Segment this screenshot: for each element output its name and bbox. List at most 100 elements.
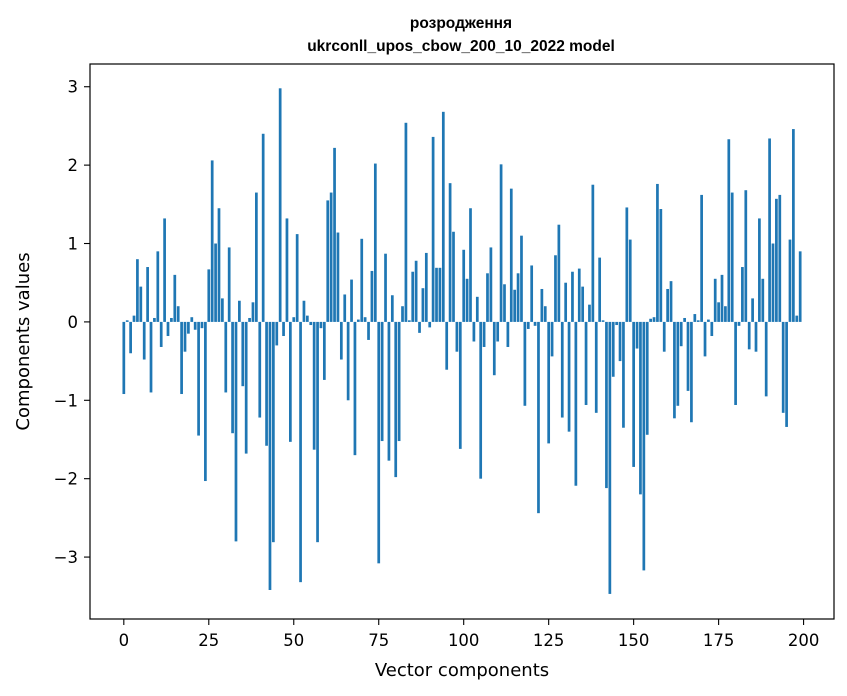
bar-65 <box>343 294 347 322</box>
bar-130 <box>564 282 568 322</box>
bar-52 <box>299 321 302 583</box>
y-axis-ticks: −3 −2 −1 0 1 2 3 <box>54 78 90 567</box>
bar-100 <box>462 249 466 322</box>
bar-39 <box>255 192 258 322</box>
y-tick-label: 2 <box>68 156 79 175</box>
bar-2 <box>129 321 132 354</box>
bar-8 <box>149 321 153 393</box>
bar-64 <box>339 321 343 360</box>
bar-137 <box>588 304 591 322</box>
bar-161 <box>669 281 673 322</box>
bar-186 <box>754 321 758 352</box>
bar-48 <box>285 218 289 322</box>
bar-14 <box>170 317 173 322</box>
plot-frame <box>89 63 835 620</box>
bar-110 <box>496 321 500 342</box>
bar-173 <box>710 321 714 337</box>
bar-98 <box>455 321 459 352</box>
bar-104 <box>475 296 479 322</box>
bar-194 <box>781 321 785 413</box>
bar-169 <box>696 320 700 322</box>
bar-31 <box>227 247 231 322</box>
bar-188 <box>761 278 765 322</box>
bar-105 <box>479 321 483 479</box>
bar-197 <box>792 129 795 322</box>
bar-102 <box>469 208 472 322</box>
bar-54 <box>305 315 309 322</box>
bar-series <box>122 88 802 594</box>
bar-43 <box>268 321 272 590</box>
bar-128 <box>557 224 561 322</box>
bar-88 <box>421 288 425 322</box>
bar-11 <box>159 321 163 347</box>
bar-158 <box>659 209 663 322</box>
bar-103 <box>472 321 476 342</box>
bar-36 <box>244 321 248 454</box>
x-axis-label: Vector components <box>375 660 549 681</box>
bar-132 <box>571 271 574 322</box>
bar-150 <box>632 321 635 467</box>
bar-140 <box>598 257 602 322</box>
bar-12 <box>163 218 166 322</box>
bar-136 <box>584 321 588 405</box>
bar-15 <box>173 274 177 322</box>
bar-106 <box>482 321 486 347</box>
bar-190 <box>768 138 771 322</box>
x-axis-ticks: 0 25 50 75 100 125 150 175 200 <box>119 619 819 650</box>
bar-146 <box>618 321 622 362</box>
bar-142 <box>605 321 608 489</box>
bar-41 <box>261 133 265 322</box>
bar-45 <box>275 321 279 346</box>
bar-71 <box>363 317 367 322</box>
bar-85 <box>411 271 415 322</box>
bar-37 <box>248 317 251 322</box>
bar-73 <box>370 270 374 322</box>
bar-165 <box>683 317 686 322</box>
bar-42 <box>265 321 268 446</box>
bar-70 <box>360 238 364 322</box>
bar-191 <box>771 243 775 322</box>
bar-55 <box>309 321 313 326</box>
bar-93 <box>438 267 442 322</box>
bar-115 <box>513 289 517 322</box>
bar-58 <box>319 321 323 329</box>
bar-175 <box>717 302 720 322</box>
bar-121 <box>533 321 537 326</box>
bar-159 <box>662 321 666 352</box>
bar-164 <box>679 321 683 347</box>
bar-67 <box>350 279 353 322</box>
bar-13 <box>166 321 170 337</box>
bar-192 <box>775 198 778 322</box>
bar-18 <box>183 321 187 352</box>
bar-168 <box>693 314 697 322</box>
x-tick-label: 175 <box>703 631 735 650</box>
x-tick-label: 100 <box>448 631 480 650</box>
x-tick-label: 75 <box>368 631 389 650</box>
bar-124 <box>543 306 547 322</box>
chart-title-line1: розродження <box>410 15 512 32</box>
bar-62 <box>333 147 336 322</box>
bar-87 <box>418 321 421 333</box>
bar-47 <box>282 321 285 337</box>
bar-44 <box>272 321 275 543</box>
bar-97 <box>452 231 455 322</box>
x-tick-label: 50 <box>283 631 304 650</box>
bar-66 <box>346 321 350 401</box>
bar-27 <box>214 243 217 322</box>
bar-90 <box>428 321 432 328</box>
bar-56 <box>312 321 316 450</box>
bar-180 <box>734 321 737 405</box>
bar-108 <box>489 247 493 322</box>
bar-17 <box>180 321 183 395</box>
x-tick-label: 0 <box>119 631 130 650</box>
bar-131 <box>567 321 571 432</box>
bar-59 <box>322 321 326 380</box>
bar-81 <box>397 321 401 442</box>
bar-123 <box>540 288 544 322</box>
bar-29 <box>221 298 224 322</box>
y-tick-label: 3 <box>68 78 79 97</box>
bar-148 <box>625 207 629 322</box>
bar-96 <box>448 183 452 322</box>
bar-171 <box>703 321 707 357</box>
